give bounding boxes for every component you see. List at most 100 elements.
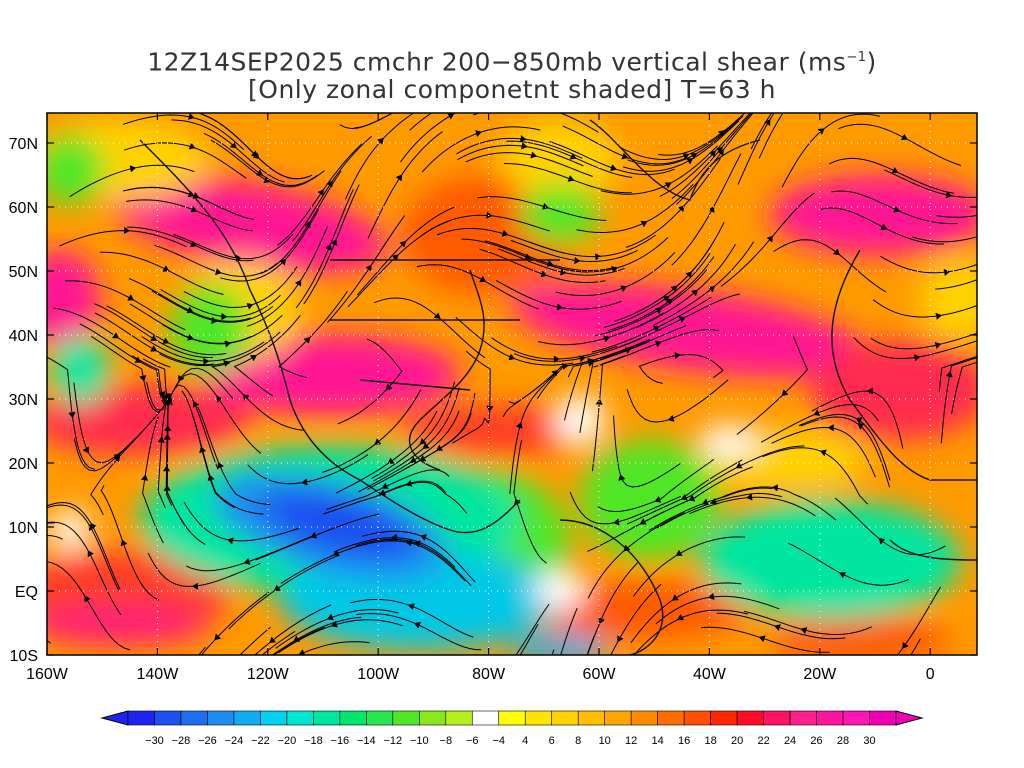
streamline-arrow: [654, 496, 662, 503]
title-line-1-suffix: ): [866, 47, 877, 77]
streamline: [798, 413, 891, 481]
streamline-arrow: [817, 128, 825, 135]
streamline-arrow: [479, 276, 487, 283]
streamline: [638, 354, 724, 384]
streamline-arrow: [784, 89, 790, 95]
streamline-arrow: [542, 203, 549, 210]
streamline-arrow: [708, 285, 715, 293]
streamline-arrow: [509, 658, 515, 664]
streamline-arrow: [913, 354, 921, 362]
streamline: [465, 152, 593, 177]
streamline-arrow: [556, 303, 564, 311]
streamline: [630, 582, 742, 643]
streamline: [610, 583, 662, 655]
streamline-arrow: [866, 387, 873, 395]
streamline-arrow: [671, 594, 679, 601]
streamline-arrow: [256, 169, 264, 176]
streamline: [79, 323, 169, 407]
streamline: [278, 619, 403, 654]
streamline-arrow: [187, 113, 195, 120]
streamline-arrow: [598, 617, 605, 625]
streamline-arrow: [855, 417, 863, 424]
streamline: [519, 623, 539, 655]
streamline: [632, 536, 746, 597]
streamline: [587, 490, 705, 552]
colorbar-label: 4: [522, 735, 528, 747]
streamline: [90, 411, 160, 516]
streamline-arrow: [878, 537, 885, 545]
streamline-arrow: [199, 446, 206, 453]
streamline: [684, 445, 805, 499]
streamline-arrow: [561, 363, 569, 370]
streamline-arrow: [977, 234, 983, 240]
streamline-arrow: [190, 206, 198, 213]
streamline-arrow: [574, 257, 581, 264]
streamline: [220, 209, 319, 282]
streamline-arrow: [0, 552, 2, 557]
streamline: [626, 459, 743, 525]
latitude-label: 50N: [9, 264, 38, 281]
streamline: [569, 491, 682, 525]
streamline-arrow: [400, 106, 406, 111]
streamline-arrow: [519, 135, 527, 142]
streamline-arrow: [781, 389, 789, 397]
colorbar-swatch: [498, 710, 526, 726]
streamline-arrow: [414, 98, 420, 103]
streamline-arrow: [701, 498, 709, 506]
streamline: [633, 609, 749, 655]
streamline-arrow: [521, 142, 528, 150]
streamline: [658, 113, 746, 156]
streamline: [880, 255, 977, 274]
streamline-arrow: [934, 342, 942, 349]
colorbar-swatch: [842, 710, 870, 726]
streamline-arrow: [219, 671, 225, 677]
colorbar-swatch: [657, 710, 685, 726]
latitude-label: EQ: [15, 584, 38, 601]
streamline-arrow: [662, 295, 670, 302]
streamline: [273, 626, 325, 655]
streamline-arrow: [945, 191, 953, 199]
streamline: [99, 251, 224, 295]
streamline: [700, 626, 830, 653]
streamline-arrow: [998, 268, 1004, 273]
streamline-arrow: [639, 518, 647, 525]
streamline-arrow: [387, 457, 395, 464]
streamline-arrow: [273, 585, 281, 592]
colorbar-label: 18: [704, 735, 716, 747]
streamline: [604, 253, 711, 328]
streamline-arrow: [682, 153, 690, 160]
streamline-arrow: [508, 353, 516, 361]
streamline-arrow: [409, 456, 417, 463]
streamline: [484, 240, 612, 272]
longitude-label: 120W: [247, 666, 290, 683]
colorbar-label: −8: [440, 735, 453, 747]
streamline: [200, 591, 270, 655]
streamline: [278, 290, 348, 379]
longitude-label: 20W: [803, 666, 837, 683]
streamline: [255, 513, 380, 561]
longitude-labels: 160W 140W 120W 100W 80W 60W 40W 20W 0: [26, 666, 935, 683]
streamline: [619, 119, 738, 161]
streamline-arrow: [530, 151, 538, 159]
streamline: [457, 144, 584, 167]
streamline: [938, 355, 977, 392]
streamline: [591, 296, 712, 353]
streamline-arrow: [618, 474, 626, 481]
streamline: [122, 187, 250, 220]
streamline: [625, 158, 721, 248]
streamline: [811, 390, 904, 449]
streamline: [655, 595, 780, 625]
streamline: [246, 226, 328, 327]
streamline-arrow: [1001, 206, 1007, 212]
streamline: [280, 540, 404, 584]
streamline: [935, 214, 977, 218]
streamline-arrow: [878, 691, 884, 697]
streamline-arrow: [217, 462, 224, 469]
streamline: [787, 542, 910, 586]
colorbar-swatch: [471, 710, 500, 726]
streamline: [373, 297, 486, 359]
streamline-arrow: [569, 153, 577, 160]
streamline: [714, 486, 837, 521]
streamline-arrow: [691, 289, 699, 296]
streamline: [277, 143, 363, 246]
